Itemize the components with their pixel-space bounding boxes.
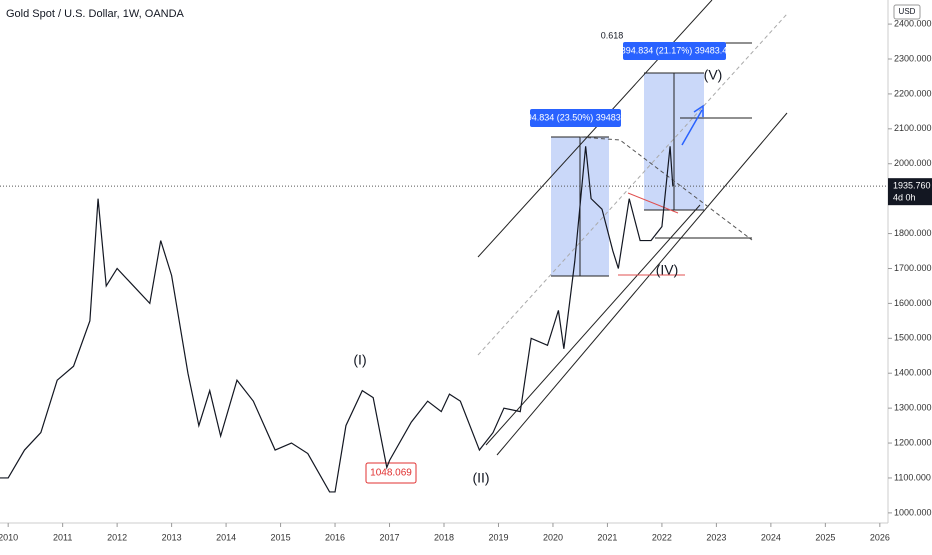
dashed-path bbox=[579, 136, 753, 241]
axes: 1000.000 1100.000 1200.000 1300.000 1400.000… bbox=[0, 18, 932, 542]
x-tick-label: 2011 bbox=[53, 532, 72, 542]
y-tick-label: 1300.000 bbox=[894, 403, 932, 413]
y-tick-label: 1200.000 bbox=[894, 437, 932, 447]
range-label: 394.834 (21.17%) 39483.4 bbox=[621, 45, 728, 55]
channel-line bbox=[496, 112, 788, 456]
x-tick-label: 2010 bbox=[0, 532, 18, 542]
y-tick-label: 1800.000 bbox=[894, 228, 932, 238]
range-label: 394.834 (23.50%) 39483.4 bbox=[522, 112, 629, 122]
x-tick-label: 2025 bbox=[815, 532, 835, 542]
arrow-head bbox=[693, 104, 704, 117]
y-tick-label: 2100.000 bbox=[894, 123, 932, 133]
y-tick-label: 2200.000 bbox=[894, 88, 932, 98]
wave-label: (IV) bbox=[656, 262, 679, 278]
arrow bbox=[681, 109, 703, 146]
y-tick-label: 1100.000 bbox=[894, 472, 931, 482]
x-tick-label: 2021 bbox=[597, 532, 617, 542]
y-tick-label: 2000.000 bbox=[894, 158, 932, 168]
currency-box bbox=[893, 4, 921, 20]
range-label-box bbox=[623, 42, 726, 60]
low-label: 1048.069 bbox=[370, 468, 412, 479]
y-tick-label: 1700.000 bbox=[894, 263, 932, 273]
chart-title: Gold Spot / U.S. Dollar, 1W, OANDA bbox=[6, 8, 185, 20]
channel-line bbox=[477, 13, 788, 356]
countdown: 4d 0h bbox=[893, 193, 916, 203]
x-tick-label: 2024 bbox=[761, 532, 781, 542]
y-tick-label: 1400.000 bbox=[894, 368, 932, 378]
y-tick-label: 1600.000 bbox=[894, 298, 932, 308]
x-tick-label: 2022 bbox=[652, 532, 672, 542]
y-tick-label: 1000.000 bbox=[894, 507, 932, 517]
x-tick-label: 2020 bbox=[543, 532, 563, 542]
x-tick-label: 2013 bbox=[162, 532, 182, 542]
x-tick-label: 2015 bbox=[271, 532, 291, 542]
x-tick-label: 2012 bbox=[107, 532, 127, 542]
range-label-box bbox=[530, 109, 621, 127]
x-tick-label: 2017 bbox=[380, 532, 400, 542]
x-tick-label: 2023 bbox=[706, 532, 726, 542]
y-tick-label: 1500.000 bbox=[894, 333, 932, 343]
x-tick-label: 2018 bbox=[434, 532, 454, 542]
fib-label: 0.618 bbox=[601, 30, 624, 40]
wave-label: (V) bbox=[704, 67, 723, 83]
x-tick-label: 2016 bbox=[325, 532, 345, 542]
triangle-line bbox=[627, 192, 679, 214]
last-price-label: 1935.760 bbox=[893, 181, 931, 191]
y-tick-label: 2300.000 bbox=[894, 53, 932, 63]
wave-label: (I) bbox=[353, 352, 366, 368]
last-price-box bbox=[888, 178, 932, 206]
currency: USD bbox=[899, 7, 916, 16]
wave-label: (II) bbox=[472, 470, 489, 486]
x-tick-label: 2019 bbox=[488, 532, 508, 542]
x-tick-label: 2014 bbox=[216, 532, 236, 542]
drawings bbox=[477, 0, 788, 456]
price-line bbox=[0, 146, 674, 493]
x-tick-label: 2026 bbox=[870, 532, 890, 542]
low-box bbox=[365, 462, 417, 484]
y-tick-label: 2400.000 bbox=[894, 18, 932, 28]
